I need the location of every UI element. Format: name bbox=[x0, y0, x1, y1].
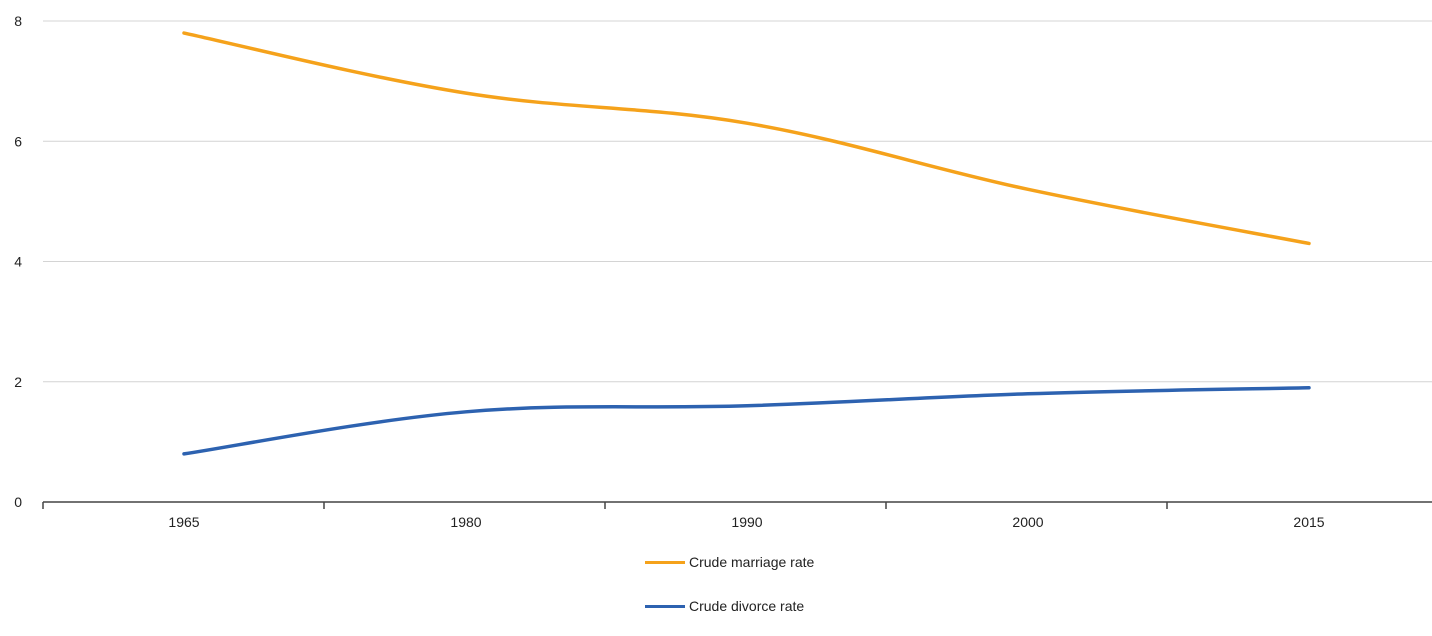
legend-label-marriage: Crude marriage rate bbox=[689, 554, 815, 570]
y-tick-label-0: 0 bbox=[14, 494, 22, 510]
legend-swatch-divorce bbox=[645, 604, 685, 608]
legend-label-divorce: Crude divorce rate bbox=[689, 598, 805, 614]
y-tick-label-2: 2 bbox=[14, 374, 22, 390]
line-chart: 0 2 4 6 8 1965 1980 1990 2000 2015 bbox=[14, 13, 1432, 530]
legend-swatch-marriage bbox=[645, 560, 685, 564]
x-tick-label-1990: 1990 bbox=[731, 514, 762, 530]
legend-item-marriage: Crude marriage rate bbox=[645, 548, 965, 576]
chart-svg: 0 2 4 6 8 1965 1980 1990 2000 2015 bbox=[14, 13, 1432, 530]
x-tick-label-1980: 1980 bbox=[450, 514, 481, 530]
x-tick-label-2015: 2015 bbox=[1293, 514, 1324, 530]
series-line-1 bbox=[182, 386, 1311, 456]
x-tick-label-2000: 2000 bbox=[1012, 514, 1043, 530]
y-tick-label-6: 6 bbox=[14, 133, 22, 149]
legend: Crude marriage rate Crude divorce rate bbox=[645, 548, 965, 636]
x-tick-label-1965: 1965 bbox=[168, 514, 199, 530]
y-tick-label-8: 8 bbox=[14, 13, 22, 29]
y-tick-label-4: 4 bbox=[14, 254, 22, 270]
series-line-0 bbox=[182, 31, 1311, 246]
legend-item-divorce: Crude divorce rate bbox=[645, 592, 965, 620]
